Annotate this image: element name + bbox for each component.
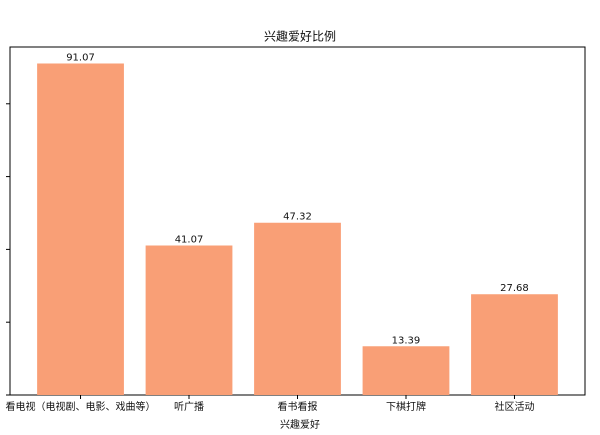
bar — [37, 63, 124, 395]
value-label: 91.07 — [66, 52, 95, 63]
x-tick-label: 听广播 — [174, 400, 204, 413]
bar — [145, 245, 233, 395]
value-label: 41.07 — [175, 234, 204, 245]
x-axis-label: 兴趣爱好 — [280, 418, 320, 431]
value-label: 47.32 — [283, 212, 312, 223]
bar — [254, 222, 341, 395]
x-tick-label: 看书看报 — [278, 400, 318, 413]
x-tick-label: 社区活动 — [494, 400, 534, 413]
bar — [362, 346, 450, 395]
x-tick-label: 下棋打牌 — [386, 400, 426, 413]
value-label: 13.39 — [392, 335, 421, 346]
bar — [471, 294, 558, 395]
chart-title: 兴趣爱好比例 — [264, 29, 336, 44]
x-tick-label: 看电视（电视剧、电影、戏曲等） — [6, 400, 156, 413]
value-label: 27.68 — [500, 283, 529, 294]
